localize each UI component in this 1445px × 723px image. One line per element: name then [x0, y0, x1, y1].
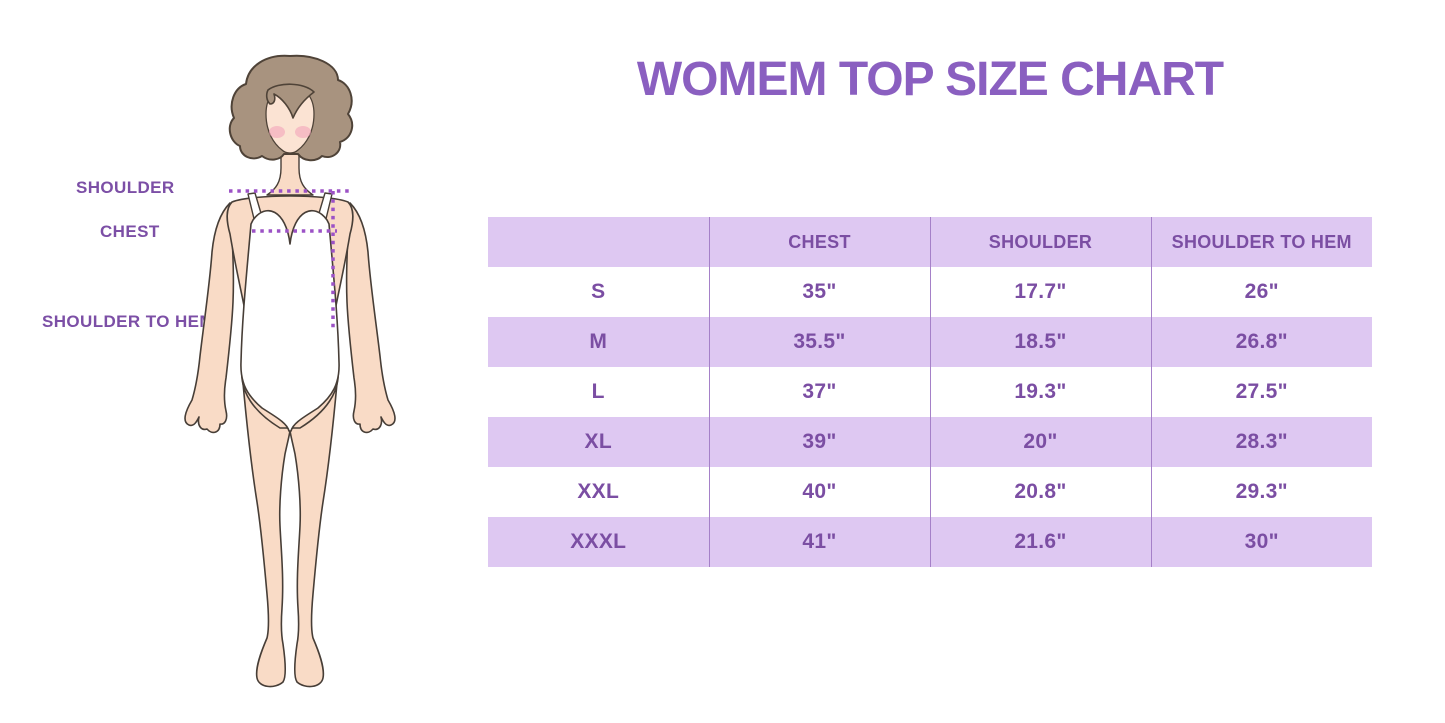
shoulder-cell: 20": [929, 417, 1151, 467]
table-row: S 35" 17.7" 26": [488, 267, 1372, 317]
table-row: XXXL 41" 21.6" 30": [488, 517, 1372, 567]
chest-cell: 39": [708, 417, 930, 467]
shoulder-to-hem-cell: 29.3": [1150, 467, 1372, 517]
chest-cell: 35.5": [708, 317, 930, 367]
shoulder-to-hem-cell: 28.3": [1150, 417, 1372, 467]
chest-cell: 41": [708, 517, 930, 567]
left-leg: [241, 371, 291, 688]
header-cell-chest: CHEST: [708, 217, 930, 267]
shoulder-to-hem-cell: 27.5": [1150, 367, 1372, 417]
woman-figure-illustration: [184, 54, 396, 688]
page-title: WOMEM TOP SIZE CHART: [636, 53, 1224, 106]
left-arm: [184, 202, 235, 434]
bodysuit: [240, 209, 340, 432]
right-blush: [295, 126, 311, 138]
size-cell: XXL: [577, 480, 620, 503]
shoulder-cell: 17.7": [929, 267, 1151, 317]
left-blush: [269, 126, 285, 138]
table-row: XL 39" 20" 28.3": [488, 417, 1372, 467]
header-cell-shoulder: SHOULDER: [929, 217, 1151, 267]
shoulder-cell: 19.3": [929, 367, 1151, 417]
size-cell: L: [591, 380, 605, 403]
table-row: M 35.5" 18.5" 26.8": [488, 317, 1372, 367]
neck: [266, 139, 314, 196]
size-cell: M: [589, 330, 608, 353]
size-chart-table: CHEST SHOULDER SHOULDER TO HEM S 35" 17.…: [488, 217, 1372, 567]
shoulder-cell: 20.8": [929, 467, 1151, 517]
table-header-row: CHEST SHOULDER SHOULDER TO HEM: [488, 217, 1372, 267]
shoulder-cell: 21.6": [929, 517, 1151, 567]
shoulder-to-hem-cell: 26": [1150, 267, 1372, 317]
shoulder-label: SHOULDER: [76, 178, 175, 197]
shoulder-cell: 18.5": [929, 317, 1151, 367]
size-cell: XXXL: [570, 530, 627, 553]
table-row: L 37" 19.3" 27.5": [488, 367, 1372, 417]
right-arm: [345, 202, 396, 434]
hair-fringe: [265, 83, 315, 119]
header-cell-size: [488, 217, 709, 267]
shoulder-to-hem-cell: 30": [1150, 517, 1372, 567]
chest-cell: 37": [708, 367, 930, 417]
size-cell: S: [591, 280, 606, 303]
right-leg: [289, 371, 339, 688]
shoulder-to-hem-cell: 26.8": [1150, 317, 1372, 367]
chest-cell: 40": [708, 467, 930, 517]
table-row: XXL 40" 20.8" 29.3": [488, 467, 1372, 517]
chest-label: CHEST: [100, 222, 160, 241]
header-cell-shoulder-to-hem: SHOULDER TO HEM: [1150, 217, 1372, 267]
size-cell: XL: [584, 430, 612, 453]
shoulder-to-hem-label: SHOULDER TO HEM: [42, 312, 214, 331]
chest-cell: 35": [708, 267, 930, 317]
